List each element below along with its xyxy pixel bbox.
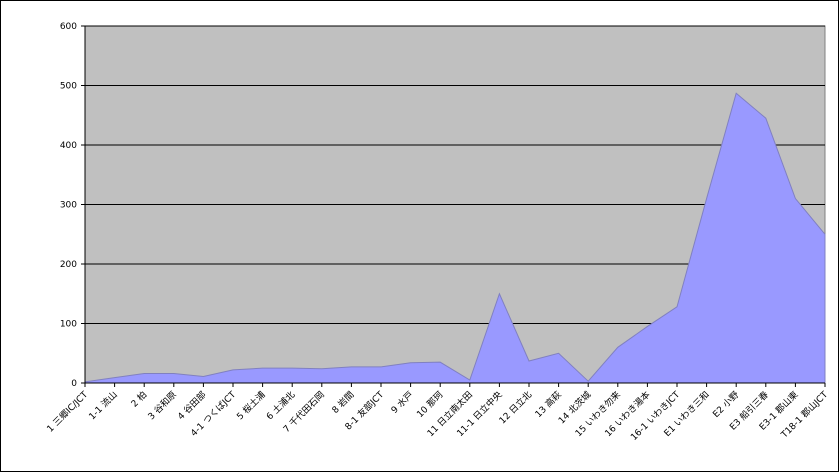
x-tick-label: 3 谷和原 bbox=[146, 389, 179, 422]
x-tick-label: E2 小野 bbox=[711, 389, 742, 420]
x-tick-label: 9 水戸 bbox=[388, 389, 415, 416]
y-tick-label: 500 bbox=[60, 82, 77, 92]
x-tick-label: 2 柏 bbox=[128, 389, 149, 410]
y-tick-label: 200 bbox=[60, 260, 77, 270]
y-tick-label: 600 bbox=[60, 22, 77, 32]
x-tick-label: 16-1 いわきJCT bbox=[629, 389, 683, 443]
x-tick-label: 8 岩間 bbox=[329, 389, 356, 416]
x-tick-label: 13 高萩 bbox=[532, 389, 563, 420]
series-area bbox=[84, 92, 826, 384]
x-tick-label: 10 那珂 bbox=[415, 389, 446, 420]
y-tick-label: 400 bbox=[60, 141, 77, 151]
y-tick-label: 100 bbox=[60, 320, 77, 330]
y-tick-label: 300 bbox=[60, 201, 77, 211]
x-tick-label: 5 桜土浦 bbox=[234, 389, 268, 423]
x-tick-label: 12 日立北 bbox=[496, 389, 534, 427]
y-axis: 0 100 200 300 400 500 600 bbox=[60, 22, 85, 389]
y-tick-label: 0 bbox=[71, 379, 77, 389]
x-tick-label: 1-1 流山 bbox=[86, 389, 120, 423]
x-tick-label: 1 三郷IC/JCT bbox=[45, 389, 91, 435]
